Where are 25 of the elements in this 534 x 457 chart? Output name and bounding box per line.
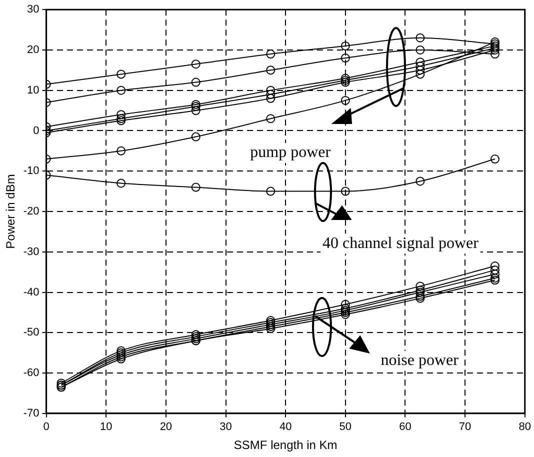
- x-tick-label: 80: [518, 421, 532, 434]
- y-tick-label: 30: [27, 4, 40, 16]
- y-tick-label: -60: [23, 367, 40, 380]
- x-axis-title: SSMF length in Km: [234, 438, 338, 452]
- x-tick-label: 60: [399, 421, 412, 434]
- x-tick-label: 30: [220, 421, 232, 434]
- x-tick-label: 50: [339, 421, 352, 434]
- x-tick-label: 20: [160, 421, 172, 434]
- y-tick-label: -50: [23, 326, 40, 339]
- x-tick-label: 40: [279, 421, 292, 434]
- y-tick-label: -40: [23, 286, 40, 298]
- annotation: noise power: [380, 352, 460, 370]
- x-tick-label: 10: [100, 421, 112, 434]
- y-tick-label: -70: [23, 407, 40, 420]
- y-tick-label: 0: [33, 124, 40, 137]
- x-tick-label: 0: [43, 421, 50, 434]
- annotation: pump power: [250, 144, 332, 162]
- y-tick-label: -30: [23, 246, 40, 258]
- y-tick-label: -20: [23, 206, 40, 218]
- annotation: 40 channel signal power: [322, 235, 480, 252]
- y-tick-label: 10: [27, 84, 40, 96]
- y-tick-label: -10: [23, 165, 40, 178]
- y-axis-title: Power in dBm: [4, 174, 18, 249]
- y-tick-label: 20: [27, 44, 40, 56]
- x-tick-label: 70: [458, 421, 472, 434]
